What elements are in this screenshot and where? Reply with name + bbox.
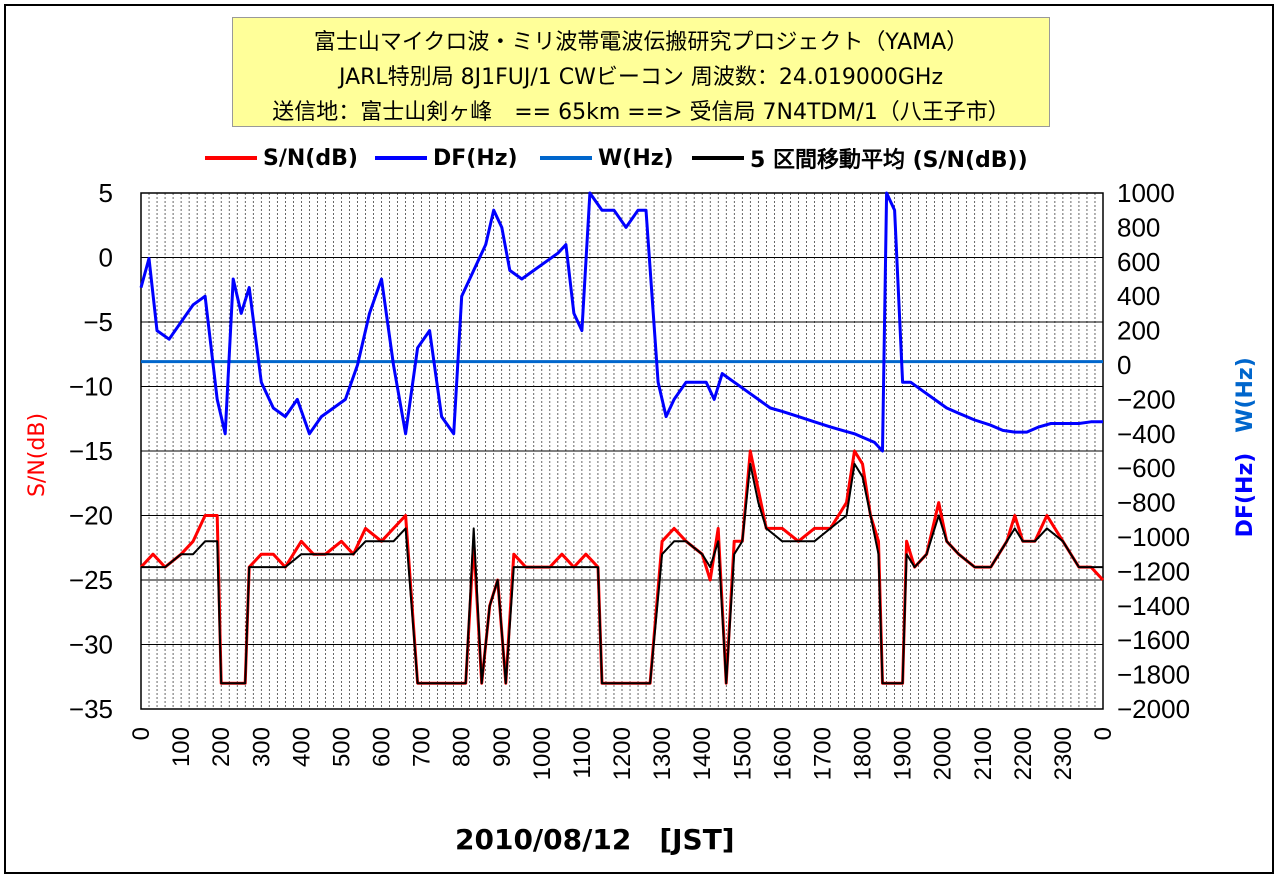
right-tick-label: −600 [1117,453,1176,483]
right-tick-label: −800 [1117,488,1176,518]
x-tick-label: 1000 [529,727,556,780]
legend-item-sn: S/N(dB) [205,140,358,176]
x-tick-label: 1600 [769,727,796,780]
x-tick-label: 2200 [1010,727,1037,780]
title-line-2: JARL特別局 8J1FUJ/1 CWビーコン 周波数：24.019000GHz [338,65,944,90]
left-tick-label: −25 [69,565,113,595]
left-tick-label: 0 [99,243,113,273]
x-tick-label: 1900 [890,727,917,780]
x-axis-date-label: 2010/08/12 [JST] [455,823,735,856]
right-tick-label: −2000 [1117,694,1190,724]
right-tick-label: 600 [1117,247,1160,277]
legend-item-moving-average: 5 区間移動平均 (S/N(dB)) [692,140,1028,176]
legend-swatch-w [540,156,592,160]
legend-swatch-df [375,156,427,160]
x-tick-label: 1800 [850,727,877,780]
x-tick-label: 600 [369,727,396,767]
right-tick-label: 1000 [1117,178,1175,208]
legend-label-sn: S/N(dB) [263,145,358,171]
left-tick-label: −35 [69,694,113,724]
legend-label-moving-average: 5 区間移動平均 (S/N(dB)) [750,148,1028,173]
x-tick-label: 100 [168,727,195,767]
right-tick-label: −1200 [1117,556,1190,586]
right-tick-label: −200 [1117,384,1176,414]
left-tick-label: −15 [69,436,113,466]
left-tick-label: −30 [69,630,113,660]
left-tick-label: −5 [83,307,113,337]
legend-item-df: DF(Hz) [375,140,518,176]
x-tick-label: 2000 [930,727,957,780]
legend-label-df: DF(Hz) [433,145,518,171]
left-axis-label: S/N(dB) [25,413,50,497]
x-axis-ticks: 0 100 200 300 400 500 600 700 800 900 1000 1100 1200… [128,727,1117,780]
x-tick-label: 0 [1090,727,1117,740]
right-tick-label: 400 [1117,281,1160,311]
x-tick-label: 2300 [1050,727,1077,780]
left-tick-label: 5 [99,178,113,208]
title-line-1: 富士山マイクロ波・ミリ波帯電波伝搬研究プロジェクト（YAMA） [313,30,969,55]
right-tick-label: −400 [1117,419,1176,449]
left-axis-ticks: 5 0 −5 −10 −15 −20 −25 −30 −35 [69,178,113,724]
x-tick-label: 200 [208,727,235,767]
x-tick-label: 1400 [689,727,716,780]
right-axis-label-df: DF(Hz) [1233,453,1258,538]
right-axis-ticks: 1000 800 600 400 200 0 −200 −400 −600 −800 −1000 −1… [1117,178,1190,724]
x-tick-label: 1300 [649,727,676,780]
right-tick-label: 800 [1117,212,1160,242]
legend-swatch-moving-average [692,156,744,160]
x-tick-label: 1100 [569,727,596,779]
right-tick-label: −1800 [1117,660,1190,690]
right-tick-label: −1600 [1117,625,1190,655]
right-tick-label: 200 [1117,316,1160,346]
series-layer [139,191,1105,685]
x-tick-label: 1500 [729,727,756,780]
x-tick-label: 0 [128,727,155,740]
legend-label-w: W(Hz) [598,145,674,171]
x-tick-label: 1200 [609,727,636,780]
title-line-3: 送信地：富士山剣ヶ峰 == 65km ==> 受信局 7N4TDM/1（八王子市… [272,100,1010,125]
chart-legend: S/N(dB) DF(Hz) W(Hz) 5 区間移動平均 (S/N(dB)) [205,140,1105,176]
x-tick-label: 2100 [970,727,997,780]
x-tick-label: 500 [328,727,355,767]
grid-lines [141,193,1103,709]
legend-swatch-sn [205,156,257,160]
x-tick-label: 800 [449,727,476,767]
right-axis-label-w: W(Hz) [1233,357,1258,433]
chart-title-box: 富士山マイクロ波・ミリ波帯電波伝搬研究プロジェクト（YAMA） JARL特別局 … [232,17,1050,127]
x-tick-label: 1700 [809,727,836,780]
right-tick-label: −1400 [1117,591,1190,621]
x-tick-label: 400 [288,727,315,767]
x-tick-label: 300 [248,727,275,767]
x-tick-label: 900 [489,727,516,767]
x-tick-label: 700 [409,727,436,767]
left-tick-label: −10 [69,372,113,402]
right-tick-label: 0 [1117,350,1131,380]
legend-item-w: W(Hz) [540,140,674,176]
right-tick-label: −1000 [1117,522,1190,552]
left-tick-label: −20 [69,501,113,531]
